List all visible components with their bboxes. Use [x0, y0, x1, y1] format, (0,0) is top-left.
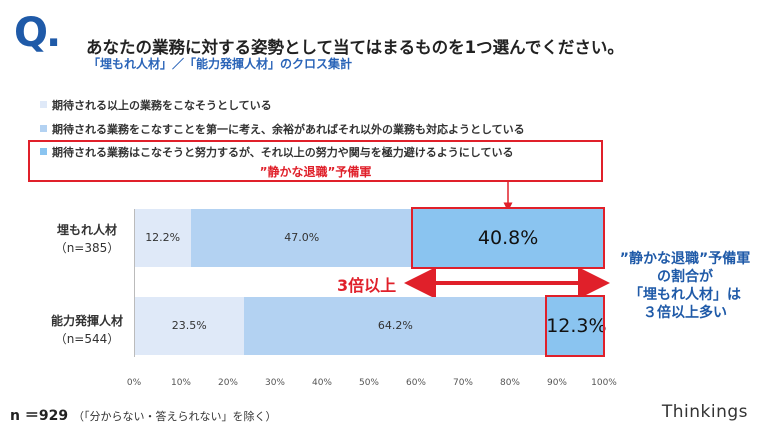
question-mark: Q.	[14, 10, 61, 56]
x-tick-label: 10%	[170, 378, 191, 388]
x-tick-label: 50%	[358, 378, 379, 388]
x-tick-label: 60%	[405, 378, 426, 388]
x-tick-label: 40%	[311, 378, 332, 388]
legend-item-1: 期待される以上の業務をこなそうとしている	[40, 97, 272, 113]
x-tick-label: 20%	[217, 378, 238, 388]
highlight-box-2	[545, 295, 605, 357]
bar-value-label-2-1: 23.5%	[171, 319, 207, 332]
legend-label-3: 期待される業務はこなそうと努力するが、それ以上の努力や関与を極力避けるようにして…	[52, 146, 514, 159]
category-n-2: （n=544）	[54, 332, 120, 346]
question-title: あなたの業務に対する姿勢として当てはまるものを1つ選んでください。	[86, 38, 624, 57]
sample-size-note: （「分からない・答えられない」を除く）	[72, 410, 277, 423]
bar-segment-2-2	[244, 297, 547, 355]
legend-label-1: 期待される以上の業務をこなそうとしている	[52, 99, 272, 112]
highlight-box-1	[411, 207, 605, 269]
bar-value-label-1-2: 47.0%	[284, 231, 320, 244]
chart-subtitle: 「埋もれ人材」／「能力発揮人材」のクロス集計	[88, 57, 353, 71]
bar-value-label-1-3: 40.8%	[477, 227, 539, 249]
bar-segment-1-3	[412, 209, 604, 267]
brand-logo: Thinkings	[661, 402, 748, 422]
x-tick-label: 30%	[264, 378, 285, 388]
note-line-4: ３倍以上多い	[643, 305, 727, 321]
category-label-1: 埋もれ人材	[56, 223, 117, 237]
category-label-2: 能力発揮人材	[50, 314, 123, 328]
x-tick-label: 90%	[546, 378, 567, 388]
legend-swatch-3	[40, 148, 47, 155]
bar-segment-2-3	[546, 297, 604, 355]
x-tick-label: 80%	[499, 378, 520, 388]
three-times-label: 3倍以上	[337, 276, 397, 295]
bar-segment-1-2	[191, 209, 413, 267]
legend-item-3: 期待される業務はこなそうと努力するが、それ以上の努力や関与を極力避けるようにして…	[40, 144, 513, 160]
note-line-1: ”静かな退職”予備軍	[619, 251, 751, 267]
bar-segment-2-1	[134, 297, 245, 355]
sample-size: n ＝929 （「分からない・答えられない」を除く）	[10, 405, 276, 425]
y-axis-line	[134, 209, 135, 357]
bar-value-label-1-1: 12.2%	[145, 231, 181, 244]
quiet-quitting-label: ”静かな退職”予備軍	[259, 165, 372, 179]
sample-size-value: n ＝929	[10, 408, 69, 424]
x-tick-label: 70%	[452, 378, 473, 388]
bar-segment-1-1	[134, 209, 192, 267]
conclusion-note: ”静かな退職”予備軍 の割合が 「埋もれ人材」は ３倍以上多い	[610, 250, 760, 322]
note-line-2: の割合が	[657, 269, 713, 285]
legend-label-2: 期待される業務をこなすことを第一に考え、余裕があればそれ以外の業務も対応ようとし…	[52, 123, 525, 136]
legend-item-2: 期待される業務をこなすことを第一に考え、余裕があればそれ以外の業務も対応ようとし…	[40, 121, 525, 137]
legend-swatch-1	[40, 101, 47, 108]
legend-swatch-2	[40, 125, 47, 132]
category-n-1: （n=385）	[54, 241, 120, 255]
quiet-quitting-callout-box: 期待される業務はこなそうと努力するが、それ以上の努力や関与を極力避けるようにして…	[28, 140, 603, 182]
x-tick-label: 0%	[126, 378, 142, 388]
note-line-3: 「埋もれ人材」は	[629, 287, 741, 303]
x-tick-label: 100%	[591, 378, 617, 388]
bar-value-label-2-2: 64.2%	[377, 319, 413, 332]
bar-value-label-2-3: 12.3%	[546, 315, 607, 337]
